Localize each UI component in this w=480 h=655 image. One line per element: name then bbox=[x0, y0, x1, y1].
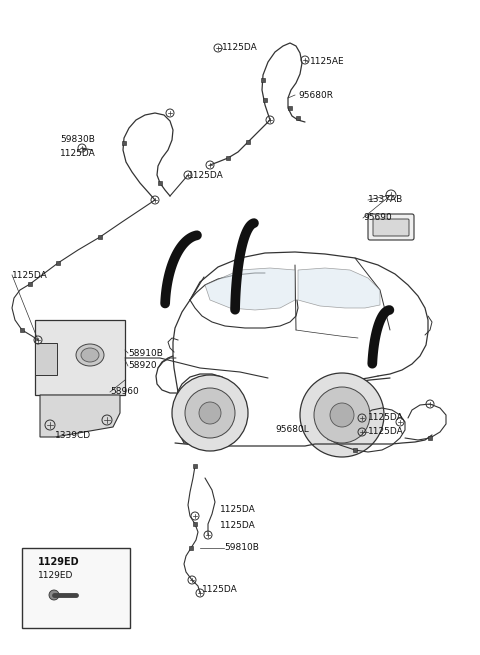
Text: 58960: 58960 bbox=[110, 388, 139, 396]
Text: 1125DA: 1125DA bbox=[188, 170, 224, 179]
Text: 95690: 95690 bbox=[363, 214, 392, 223]
FancyBboxPatch shape bbox=[22, 548, 130, 628]
Circle shape bbox=[199, 402, 221, 424]
Circle shape bbox=[314, 387, 370, 443]
Text: 1125DA: 1125DA bbox=[12, 271, 48, 280]
Circle shape bbox=[172, 375, 248, 451]
Circle shape bbox=[49, 590, 59, 600]
Text: 1125DA: 1125DA bbox=[220, 521, 256, 529]
Text: 1129ED: 1129ED bbox=[38, 571, 73, 580]
Text: 1125DA: 1125DA bbox=[222, 43, 258, 52]
Text: 1339CD: 1339CD bbox=[55, 430, 91, 440]
Text: 1125DA: 1125DA bbox=[368, 428, 404, 436]
Text: 1129ED: 1129ED bbox=[38, 557, 80, 567]
Text: 95680R: 95680R bbox=[298, 90, 333, 100]
Text: 59830B: 59830B bbox=[60, 136, 95, 145]
Polygon shape bbox=[298, 268, 380, 308]
Text: 1125DA: 1125DA bbox=[202, 586, 238, 595]
Polygon shape bbox=[205, 268, 295, 310]
FancyBboxPatch shape bbox=[35, 320, 125, 395]
Text: 1337AB: 1337AB bbox=[368, 195, 403, 204]
Circle shape bbox=[185, 388, 235, 438]
Ellipse shape bbox=[81, 348, 99, 362]
Circle shape bbox=[330, 403, 354, 427]
Ellipse shape bbox=[76, 344, 104, 366]
Text: 58910B: 58910B bbox=[128, 348, 163, 358]
Polygon shape bbox=[40, 395, 120, 437]
FancyBboxPatch shape bbox=[35, 343, 57, 375]
Text: 59810B: 59810B bbox=[224, 544, 259, 553]
Text: 58920: 58920 bbox=[128, 362, 156, 371]
FancyBboxPatch shape bbox=[368, 214, 414, 240]
Text: 95680L: 95680L bbox=[275, 426, 309, 434]
Text: 1125DA: 1125DA bbox=[60, 149, 96, 157]
FancyBboxPatch shape bbox=[373, 219, 409, 236]
Text: 1125DA: 1125DA bbox=[368, 413, 404, 422]
Text: 1125DA: 1125DA bbox=[220, 506, 256, 514]
Text: 1125AE: 1125AE bbox=[310, 58, 345, 67]
Circle shape bbox=[300, 373, 384, 457]
